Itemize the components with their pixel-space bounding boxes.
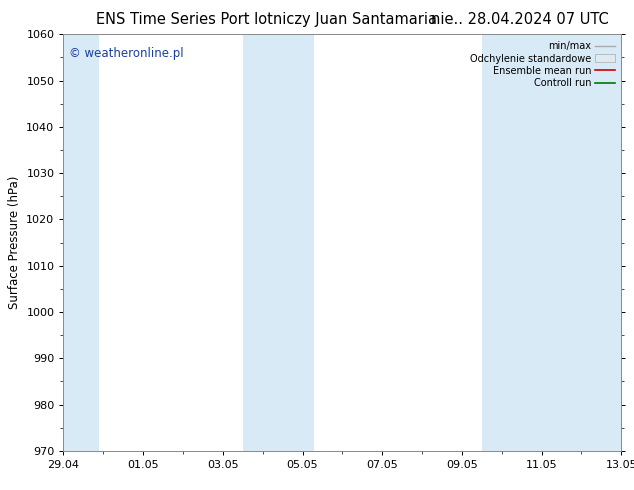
Bar: [482, 34, 621, 451]
Text: nie.. 28.04.2024 07 UTC: nie.. 28.04.2024 07 UTC: [431, 12, 609, 27]
Bar: [243, 34, 314, 451]
Bar: [63, 34, 100, 451]
Text: ENS Time Series Port lotniczy Juan Santamaria: ENS Time Series Port lotniczy Juan Santa…: [96, 12, 437, 27]
Legend: min/max, Odchylenie standardowe, Ensemble mean run, Controll run: min/max, Odchylenie standardowe, Ensembl…: [468, 39, 616, 90]
Y-axis label: Surface Pressure (hPa): Surface Pressure (hPa): [8, 176, 21, 309]
Text: © weatheronline.pl: © weatheronline.pl: [69, 47, 184, 60]
